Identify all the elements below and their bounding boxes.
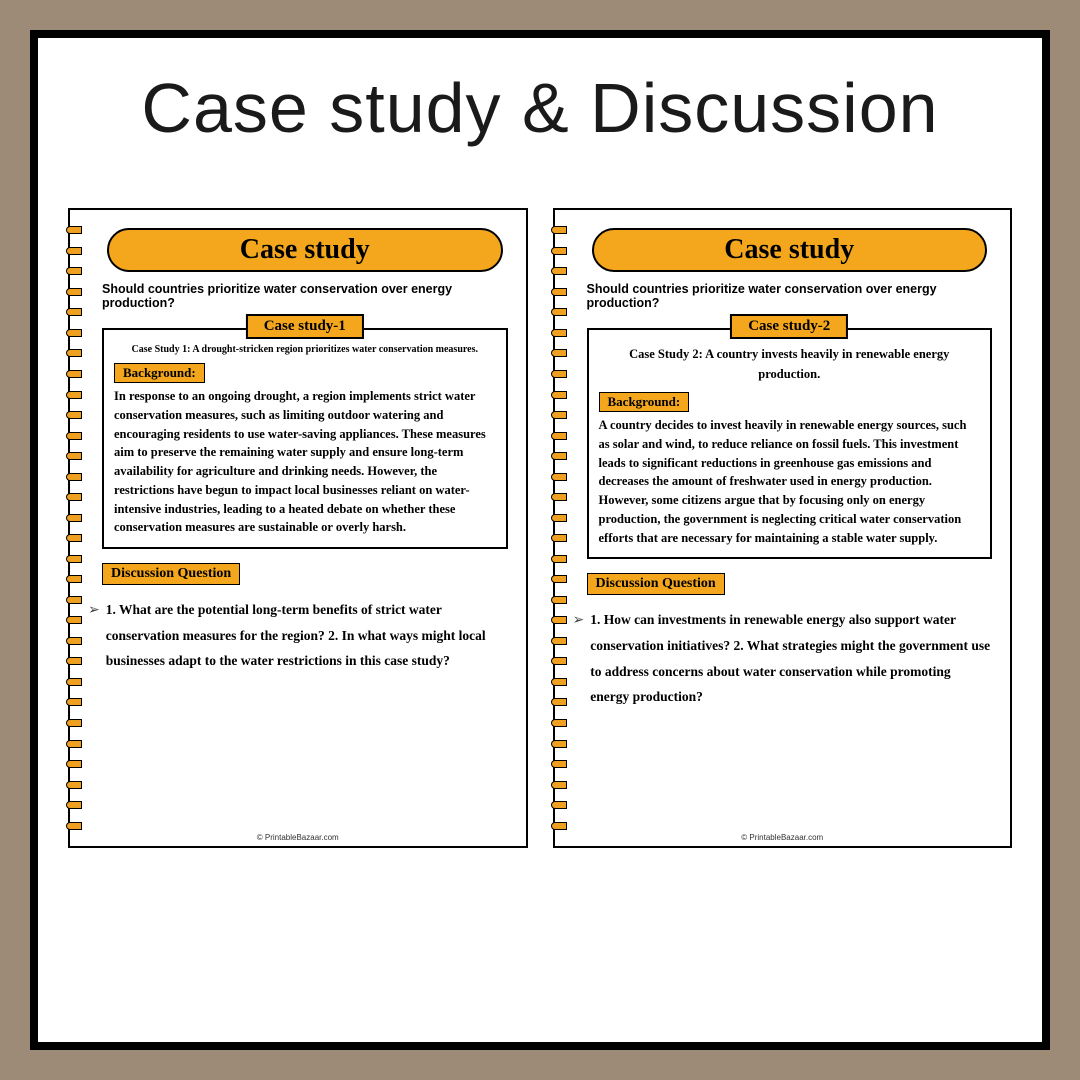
bullet-arrow-icon: ➢ bbox=[573, 607, 585, 710]
discussion-question-label: Discussion Question bbox=[587, 573, 725, 595]
case-intro: Case Study 1: A drought-stricken region … bbox=[114, 344, 496, 355]
page-title-pill: Case study bbox=[592, 228, 988, 272]
outer-frame: Case study & Discussion Case study Shoul… bbox=[30, 30, 1050, 1050]
case-study-tab: Case study-1 bbox=[246, 314, 364, 339]
spiral-binding bbox=[551, 220, 571, 836]
case-study-box: Case study-2 Case Study 2: A country inv… bbox=[587, 328, 993, 559]
background-label: Background: bbox=[114, 363, 205, 383]
main-title: Case study & Discussion bbox=[68, 68, 1012, 148]
discussion-question-text: 1. How can investments in renewable ener… bbox=[590, 607, 992, 710]
case-study-box: Case study-1 Case Study 1: A drought-str… bbox=[102, 328, 508, 549]
spiral-binding bbox=[66, 220, 86, 836]
background-label: Background: bbox=[599, 392, 690, 412]
topic-question: Should countries prioritize water conser… bbox=[587, 282, 993, 310]
page-footer: © PrintableBazaar.com bbox=[555, 833, 1011, 842]
topic-question: Should countries prioritize water conser… bbox=[102, 282, 508, 310]
worksheet-page-1: Case study Should countries prioritize w… bbox=[68, 208, 528, 848]
worksheet-page-2: Case study Should countries prioritize w… bbox=[553, 208, 1013, 848]
discussion-question-row: ➢ 1. What are the potential long-term be… bbox=[102, 597, 508, 674]
bullet-arrow-icon: ➢ bbox=[88, 597, 100, 674]
case-study-tab: Case study-2 bbox=[730, 314, 848, 339]
background-text: In response to an ongoing drought, a reg… bbox=[114, 387, 496, 537]
pages-row: Case study Should countries prioritize w… bbox=[68, 208, 1012, 848]
discussion-question-row: ➢ 1. How can investments in renewable en… bbox=[587, 607, 993, 710]
discussion-question-text: 1. What are the potential long-term bene… bbox=[106, 597, 508, 674]
background-text: A country decides to invest heavily in r… bbox=[599, 416, 981, 547]
page-footer: © PrintableBazaar.com bbox=[70, 833, 526, 842]
discussion-question-label: Discussion Question bbox=[102, 563, 240, 585]
page-title-pill: Case study bbox=[107, 228, 503, 272]
case-intro: Case Study 2: A country invests heavily … bbox=[599, 344, 981, 384]
